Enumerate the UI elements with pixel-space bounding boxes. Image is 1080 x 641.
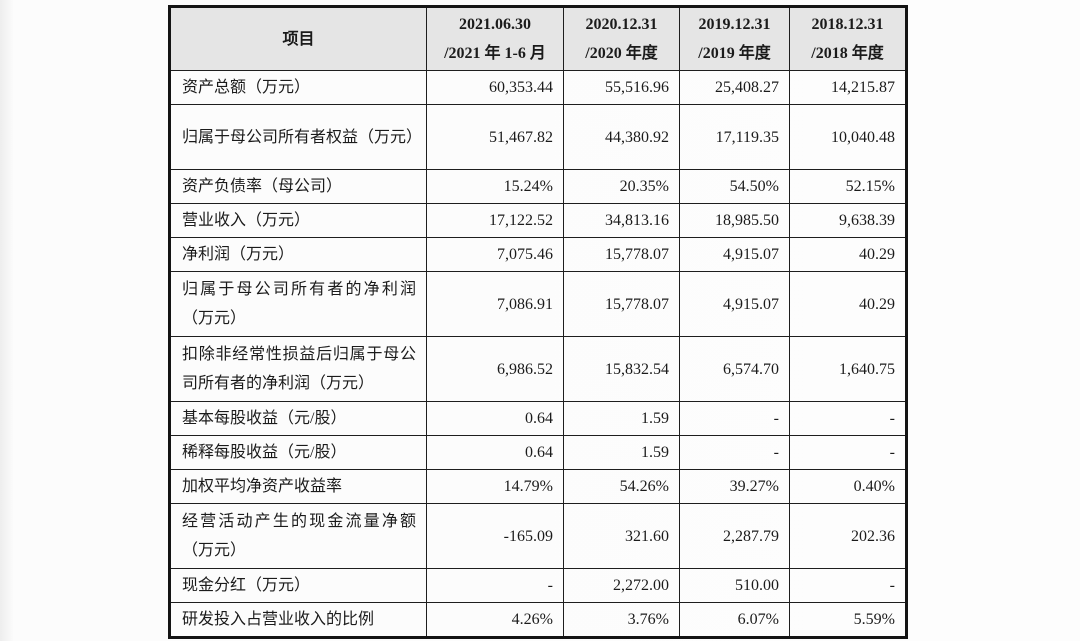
financial-summary-table: 项目 2021.06.30 /2021 年 1-6 月 2020.12.31 /…	[168, 5, 908, 639]
header-col-2018-date: 2018.12.31	[811, 16, 884, 33]
cell-value: 44,380.92	[563, 104, 680, 170]
table-row-debt-ratio: 资产负债率（母公司） 15.24% 20.35% 54.50% 52.15%	[169, 169, 907, 204]
header-item: 项目	[169, 6, 427, 71]
cell-value: 7,086.91	[426, 271, 564, 337]
table-row-rd-ratio: 研发投入占营业收入的比例 4.26% 3.76% 6.07% 5.59%	[169, 602, 907, 638]
cell-value: 55,516.96	[563, 70, 680, 105]
header-col-2019-period: /2019 年度	[698, 45, 771, 62]
row-label: 资产负债率（母公司）	[169, 169, 427, 204]
cell-value: 4,915.07	[679, 237, 790, 272]
cell-value: 6,986.52	[426, 336, 564, 402]
cell-value: 4,915.07	[679, 271, 790, 337]
cell-value: -	[679, 401, 790, 436]
row-label: 归属于母公司所有者权益（万元）	[169, 104, 427, 170]
header-col-2019: 2019.12.31 /2019 年度	[679, 6, 790, 71]
table-row-revenue: 营业收入（万元） 17,122.52 34,813.16 18,985.50 9…	[169, 203, 907, 238]
row-label: 净利润（万元）	[169, 237, 427, 272]
row-label: 加权平均净资产收益率	[169, 469, 427, 504]
header-col-2021: 2021.06.30 /2021 年 1-6 月	[426, 6, 564, 71]
cell-value: 54.26%	[563, 469, 680, 504]
header-col-2020: 2020.12.31 /2020 年度	[563, 6, 680, 71]
cell-value: 9,638.39	[789, 203, 907, 238]
cell-value: 18,985.50	[679, 203, 790, 238]
cell-value: 321.60	[563, 503, 680, 569]
cell-value: -	[789, 568, 907, 603]
cell-value: 0.40%	[789, 469, 907, 504]
cell-value: 3.76%	[563, 602, 680, 638]
cell-value: 14,215.87	[789, 70, 907, 105]
cell-value: 2,287.79	[679, 503, 790, 569]
row-label: 扣除非经常性损益后归属于母公司所有者的净利润（万元）	[169, 336, 427, 402]
cell-value: 4.26%	[426, 602, 564, 638]
row-label: 稀释每股收益（元/股）	[169, 435, 427, 470]
cell-value: 1,640.75	[789, 336, 907, 402]
cell-value: -	[789, 401, 907, 436]
cell-value: 51,467.82	[426, 104, 564, 170]
cell-value: 1.59	[563, 401, 680, 436]
table-row-deducted-net-profit: 扣除非经常性损益后归属于母公司所有者的净利润（万元） 6,986.52 15,8…	[169, 336, 907, 402]
cell-value: 1.59	[563, 435, 680, 470]
cell-value: 10,040.48	[789, 104, 907, 170]
cell-value: 17,122.52	[426, 203, 564, 238]
row-label: 营业收入（万元）	[169, 203, 427, 238]
row-label: 基本每股收益（元/股）	[169, 401, 427, 436]
header-col-2019-date: 2019.12.31	[698, 16, 771, 33]
table-row-operating-cash-flow: 经营活动产生的现金流量净额（万元） -165.09 321.60 2,287.7…	[169, 503, 907, 569]
cell-value: 34,813.16	[563, 203, 680, 238]
cell-value: 7,075.46	[426, 237, 564, 272]
cell-value: 20.35%	[563, 169, 680, 204]
row-label: 研发投入占营业收入的比例	[169, 602, 427, 638]
table-row-net-profit: 净利润（万元） 7,075.46 15,778.07 4,915.07 40.2…	[169, 237, 907, 272]
header-col-2018-period: /2018 年度	[811, 45, 884, 62]
cell-value: 2,272.00	[563, 568, 680, 603]
cell-value: 15.24%	[426, 169, 564, 204]
cell-value: 0.64	[426, 401, 564, 436]
table-row-weighted-roe: 加权平均净资产收益率 14.79% 54.26% 39.27% 0.40%	[169, 469, 907, 504]
cell-value: 510.00	[679, 568, 790, 603]
row-label: 归属于母公司所有者的净利润（万元）	[169, 271, 427, 337]
cell-value: 60,353.44	[426, 70, 564, 105]
cell-value: 39.27%	[679, 469, 790, 504]
table-row-cash-dividend: 现金分红（万元） - 2,272.00 510.00 -	[169, 568, 907, 603]
cell-value: 202.36	[789, 503, 907, 569]
header-col-2018: 2018.12.31 /2018 年度	[789, 6, 907, 71]
cell-value: 25,408.27	[679, 70, 790, 105]
row-label: 资产总额（万元）	[169, 70, 427, 105]
cell-value: -	[679, 435, 790, 470]
row-label: 经营活动产生的现金流量净额（万元）	[169, 503, 427, 569]
table-row-basic-eps: 基本每股收益（元/股） 0.64 1.59 - -	[169, 401, 907, 436]
cell-value: 15,778.07	[563, 271, 680, 337]
financial-summary-table-container: 项目 2021.06.30 /2021 年 1-6 月 2020.12.31 /…	[168, 5, 908, 639]
cell-value: 54.50%	[679, 169, 790, 204]
cell-value: -165.09	[426, 503, 564, 569]
cell-value: 5.59%	[789, 602, 907, 638]
cell-value: -	[789, 435, 907, 470]
cell-value: 6,574.70	[679, 336, 790, 402]
cell-value: 15,832.54	[563, 336, 680, 402]
header-col-2021-period: /2021 年 1-6 月	[444, 45, 546, 62]
cell-value: -	[426, 568, 564, 603]
cell-value: 17,119.35	[679, 104, 790, 170]
cell-value: 40.29	[789, 237, 907, 272]
table-row-parent-equity: 归属于母公司所有者权益（万元） 51,467.82 44,380.92 17,1…	[169, 104, 907, 170]
header-row: 项目 2021.06.30 /2021 年 1-6 月 2020.12.31 /…	[169, 6, 907, 71]
cell-value: 6.07%	[679, 602, 790, 638]
row-label: 现金分红（万元）	[169, 568, 427, 603]
table-row-parent-net-profit: 归属于母公司所有者的净利润（万元） 7,086.91 15,778.07 4,9…	[169, 271, 907, 337]
header-col-2020-date: 2020.12.31	[585, 16, 658, 33]
header-col-2021-date: 2021.06.30	[459, 16, 531, 33]
table-row-diluted-eps: 稀释每股收益（元/股） 0.64 1.59 - -	[169, 435, 907, 470]
table-row-total-assets: 资产总额（万元） 60,353.44 55,516.96 25,408.27 1…	[169, 70, 907, 105]
cell-value: 0.64	[426, 435, 564, 470]
header-item-label: 项目	[282, 30, 315, 48]
cell-value: 52.15%	[789, 169, 907, 204]
cell-value: 14.79%	[426, 469, 564, 504]
cell-value: 40.29	[789, 271, 907, 337]
header-col-2020-period: /2020 年度	[585, 45, 658, 62]
cell-value: 15,778.07	[563, 237, 680, 272]
